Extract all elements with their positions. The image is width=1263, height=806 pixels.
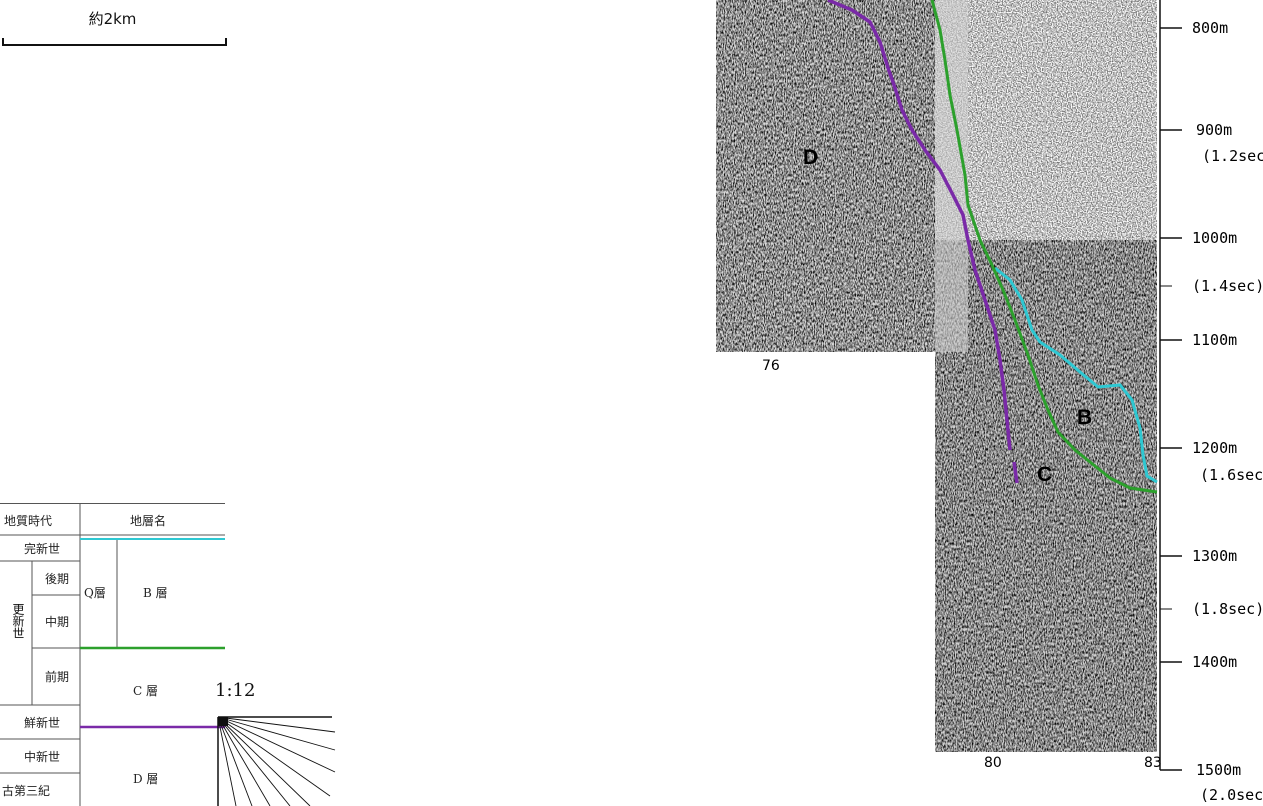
trace-number: 76 (762, 358, 780, 374)
trace-number: 83 (1144, 755, 1162, 771)
scale-bar-label: 約2km (88, 10, 137, 28)
depth-tick-label: 1400m (1192, 653, 1237, 671)
legend-miocene: 中新世 (24, 749, 60, 764)
legend-late: 後期 (45, 572, 69, 586)
legend-pliocene: 鮮新世 (24, 715, 60, 730)
vertical-exaggeration-fan: 1:12 (210, 680, 340, 806)
d-boundary-line (827, 0, 1012, 451)
b-boundary-line (994, 266, 1158, 484)
time-tick-label: (1.8sec) (1192, 600, 1263, 618)
depth-axis (1159, 0, 1182, 771)
seismic-panel-lower-right (935, 240, 1157, 752)
vertical-exaggeration-label: 1:12 (215, 680, 256, 701)
depth-tick-label: 1000m (1192, 229, 1237, 247)
time-tick-label: (1.6sec) (1200, 466, 1263, 484)
seismic-panel-left (716, 0, 968, 352)
unit-d-label: D (803, 146, 818, 169)
depth-tick-label: 900m (1196, 121, 1232, 139)
legend-header-age: 地質時代 (4, 513, 52, 528)
depth-tick-label: 1500m (1196, 761, 1241, 779)
stratigraphy-legend: 地質時代 地層名 完新世 後期 中期 前期 Q層 B 層 C 層 鮮新世 中新世… (0, 503, 225, 806)
legend-paleogene: 古第三紀 (2, 783, 50, 798)
legend-d-layer: D 層 (133, 772, 158, 786)
legend-early: 前期 (45, 669, 69, 684)
trace-number: 80 (984, 755, 1002, 771)
d-boundary-dashed-end (1012, 461, 1019, 484)
depth-tick-label: 800m (1192, 19, 1228, 37)
legend-holocene: 完新世 (24, 541, 60, 556)
unit-c-label: C (1037, 463, 1052, 486)
legend-middle: 中期 (45, 614, 69, 629)
time-tick-label: (2.0sec) (1200, 786, 1263, 804)
seismic-panel-upper-right (935, 0, 1157, 240)
depth-tick-label: 1100m (1192, 331, 1237, 349)
legend-header-formation: 地層名 (130, 513, 166, 528)
legend-c-layer: C 層 (133, 684, 158, 698)
depth-tick-label: 1300m (1192, 547, 1237, 565)
scale-bar-line (2, 38, 227, 46)
legend-b-layer: B 層 (143, 586, 168, 600)
c-boundary-line (930, 0, 1158, 494)
unit-b-label: B (1077, 406, 1092, 429)
legend-q-layer: Q層 (84, 586, 106, 600)
depth-tick-label: 1200m (1192, 439, 1237, 457)
time-tick-label: (1.4sec) (1192, 277, 1263, 295)
scale-bar: 約2km (0, 0, 227, 46)
time-tick-label: (1.2sec) (1202, 147, 1263, 165)
legend-pleistocene: 更新世 (11, 603, 25, 639)
